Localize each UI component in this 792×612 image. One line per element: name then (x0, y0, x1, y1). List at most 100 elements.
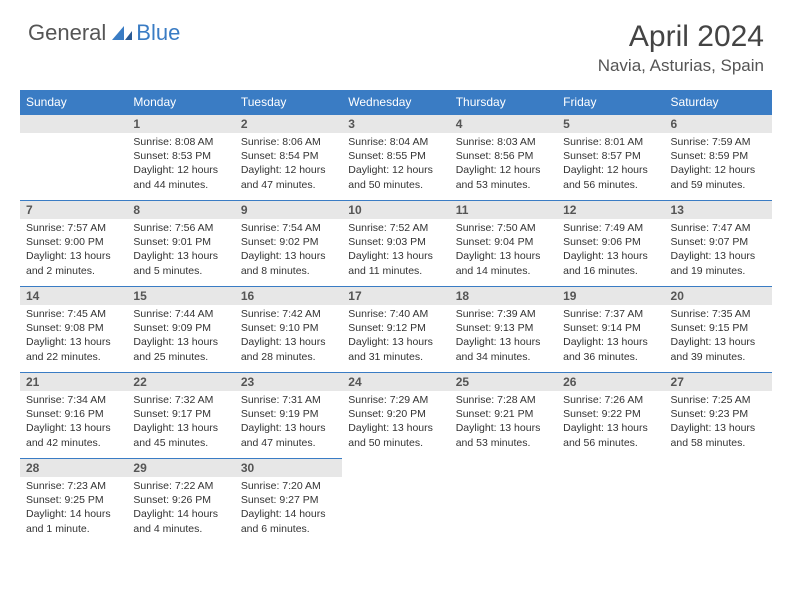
calendar-cell: 12Sunrise: 7:49 AMSunset: 9:06 PMDayligh… (557, 200, 664, 286)
day-number-bar: 2 (235, 114, 342, 133)
sunset-line: Sunset: 9:23 PM (671, 407, 766, 421)
sunset-line: Sunset: 9:25 PM (26, 493, 121, 507)
day-details: Sunrise: 8:08 AMSunset: 8:53 PMDaylight:… (127, 133, 234, 198)
sunrise-line: Sunrise: 7:22 AM (133, 479, 228, 493)
sunset-line: Sunset: 9:17 PM (133, 407, 228, 421)
sunset-line: Sunset: 9:13 PM (456, 321, 551, 335)
daylight-line: Daylight: 12 hours and 53 minutes. (456, 163, 551, 191)
location-label: Navia, Asturias, Spain (598, 56, 764, 76)
calendar-cell: 8Sunrise: 7:56 AMSunset: 9:01 PMDaylight… (127, 200, 234, 286)
sunrise-line: Sunrise: 7:25 AM (671, 393, 766, 407)
sunset-line: Sunset: 9:09 PM (133, 321, 228, 335)
day-number-bar: 21 (20, 372, 127, 391)
sunrise-line: Sunrise: 7:40 AM (348, 307, 443, 321)
day-details: Sunrise: 7:45 AMSunset: 9:08 PMDaylight:… (20, 305, 127, 370)
day-number-bar: 26 (557, 372, 664, 391)
day-number-bar: 20 (665, 286, 772, 305)
calendar-body: 1Sunrise: 8:08 AMSunset: 8:53 PMDaylight… (20, 114, 772, 544)
day-number-bar: 18 (450, 286, 557, 305)
daylight-line: Daylight: 14 hours and 6 minutes. (241, 507, 336, 535)
sunset-line: Sunset: 9:04 PM (456, 235, 551, 249)
weekday-header: Sunday (20, 90, 127, 114)
day-number-bar: 11 (450, 200, 557, 219)
day-details: Sunrise: 7:29 AMSunset: 9:20 PMDaylight:… (342, 391, 449, 456)
day-details: Sunrise: 7:57 AMSunset: 9:00 PMDaylight:… (20, 219, 127, 284)
calendar-cell: 14Sunrise: 7:45 AMSunset: 9:08 PMDayligh… (20, 286, 127, 372)
sunset-line: Sunset: 8:53 PM (133, 149, 228, 163)
sunrise-line: Sunrise: 8:06 AM (241, 135, 336, 149)
weekday-header: Friday (557, 90, 664, 114)
day-details: Sunrise: 7:37 AMSunset: 9:14 PMDaylight:… (557, 305, 664, 370)
daylight-line: Daylight: 13 hours and 34 minutes. (456, 335, 551, 363)
sunset-line: Sunset: 9:12 PM (348, 321, 443, 335)
calendar-row: 28Sunrise: 7:23 AMSunset: 9:25 PMDayligh… (20, 458, 772, 544)
daylight-line: Daylight: 13 hours and 39 minutes. (671, 335, 766, 363)
day-number-bar: 5 (557, 114, 664, 133)
daylight-line: Daylight: 12 hours and 44 minutes. (133, 163, 228, 191)
day-number-bar: 19 (557, 286, 664, 305)
sunrise-line: Sunrise: 7:59 AM (671, 135, 766, 149)
daylight-line: Daylight: 12 hours and 59 minutes. (671, 163, 766, 191)
day-number-bar: 4 (450, 114, 557, 133)
sunrise-line: Sunrise: 7:47 AM (671, 221, 766, 235)
daylight-line: Daylight: 13 hours and 47 minutes. (241, 421, 336, 449)
day-number-bar: 28 (20, 458, 127, 477)
sunset-line: Sunset: 9:19 PM (241, 407, 336, 421)
calendar-cell: 15Sunrise: 7:44 AMSunset: 9:09 PMDayligh… (127, 286, 234, 372)
sunrise-line: Sunrise: 7:52 AM (348, 221, 443, 235)
calendar-cell: 29Sunrise: 7:22 AMSunset: 9:26 PMDayligh… (127, 458, 234, 544)
sunset-line: Sunset: 9:08 PM (26, 321, 121, 335)
daylight-line: Daylight: 13 hours and 36 minutes. (563, 335, 658, 363)
calendar-cell: 19Sunrise: 7:37 AMSunset: 9:14 PMDayligh… (557, 286, 664, 372)
calendar-cell: 17 Sunrise: 7:40 AMSunset: 9:12 PMDayligh… (342, 286, 449, 372)
day-number-bar: 25 (450, 372, 557, 391)
day-number-bar: 10 (342, 200, 449, 219)
sunrise-line: Sunrise: 7:50 AM (456, 221, 551, 235)
sunrise-line: Sunrise: 8:04 AM (348, 135, 443, 149)
calendar-cell: 30Sunrise: 7:20 AMSunset: 9:27 PMDayligh… (235, 458, 342, 544)
daylight-line: Daylight: 13 hours and 11 minutes. (348, 249, 443, 277)
calendar-cell: 20Sunrise: 7:35 AMSunset: 9:15 PMDayligh… (665, 286, 772, 372)
daylight-line: Daylight: 13 hours and 22 minutes. (26, 335, 121, 363)
day-details: Sunrise: 7:52 AMSunset: 9:03 PMDaylight:… (342, 219, 449, 284)
day-number-bar: 6 (665, 114, 772, 133)
sunset-line: Sunset: 9:15 PM (671, 321, 766, 335)
sunset-line: Sunset: 9:10 PM (241, 321, 336, 335)
daylight-line: Daylight: 13 hours and 14 minutes. (456, 249, 551, 277)
calendar-cell: 2Sunrise: 8:06 AMSunset: 8:54 PMDaylight… (235, 114, 342, 200)
weekday-header: Tuesday (235, 90, 342, 114)
sunrise-line: Sunrise: 8:03 AM (456, 135, 551, 149)
logo-text-blue: Blue (136, 20, 180, 46)
calendar-cell: 23Sunrise: 7:31 AMSunset: 9:19 PMDayligh… (235, 372, 342, 458)
day-details: Sunrise: 7:49 AMSunset: 9:06 PMDaylight:… (557, 219, 664, 284)
daylight-line: Daylight: 13 hours and 8 minutes. (241, 249, 336, 277)
calendar-cell: 1Sunrise: 8:08 AMSunset: 8:53 PMDaylight… (127, 114, 234, 200)
day-number-bar: 27 (665, 372, 772, 391)
day-number-bar: 24 (342, 372, 449, 391)
page-title: April 2024 (598, 20, 764, 54)
sunset-line: Sunset: 8:59 PM (671, 149, 766, 163)
title-block: April 2024 Navia, Asturias, Spain (598, 20, 764, 76)
calendar-cell: 10Sunrise: 7:52 AMSunset: 9:03 PMDayligh… (342, 200, 449, 286)
day-number-bar: 23 (235, 372, 342, 391)
sunrise-line: Sunrise: 7:37 AM (563, 307, 658, 321)
sunrise-line: Sunrise: 7:45 AM (26, 307, 121, 321)
day-number-bar: 29 (127, 458, 234, 477)
day-details: Sunrise: 8:03 AMSunset: 8:56 PMDaylight:… (450, 133, 557, 198)
sunrise-line: Sunrise: 7:44 AM (133, 307, 228, 321)
day-number-bar: 22 (127, 372, 234, 391)
sunset-line: Sunset: 9:07 PM (671, 235, 766, 249)
day-details: Sunrise: 7:32 AMSunset: 9:17 PMDaylight:… (127, 391, 234, 456)
daylight-line: Daylight: 13 hours and 19 minutes. (671, 249, 766, 277)
day-number-bar: 17 (342, 286, 449, 305)
daylight-line: Daylight: 13 hours and 31 minutes. (348, 335, 443, 363)
day-details: Sunrise: 7:59 AMSunset: 8:59 PMDaylight:… (665, 133, 772, 198)
daylight-line: Daylight: 12 hours and 56 minutes. (563, 163, 658, 191)
day-number-bar: 3 (342, 114, 449, 133)
sunrise-line: Sunrise: 7:26 AM (563, 393, 658, 407)
sunrise-line: Sunrise: 7:49 AM (563, 221, 658, 235)
calendar-cell: 5Sunrise: 8:01 AMSunset: 8:57 PMDaylight… (557, 114, 664, 200)
day-number-bar: 15 (127, 286, 234, 305)
sunrise-line: Sunrise: 7:34 AM (26, 393, 121, 407)
calendar-table: SundayMondayTuesdayWednesdayThursdayFrid… (20, 90, 772, 544)
